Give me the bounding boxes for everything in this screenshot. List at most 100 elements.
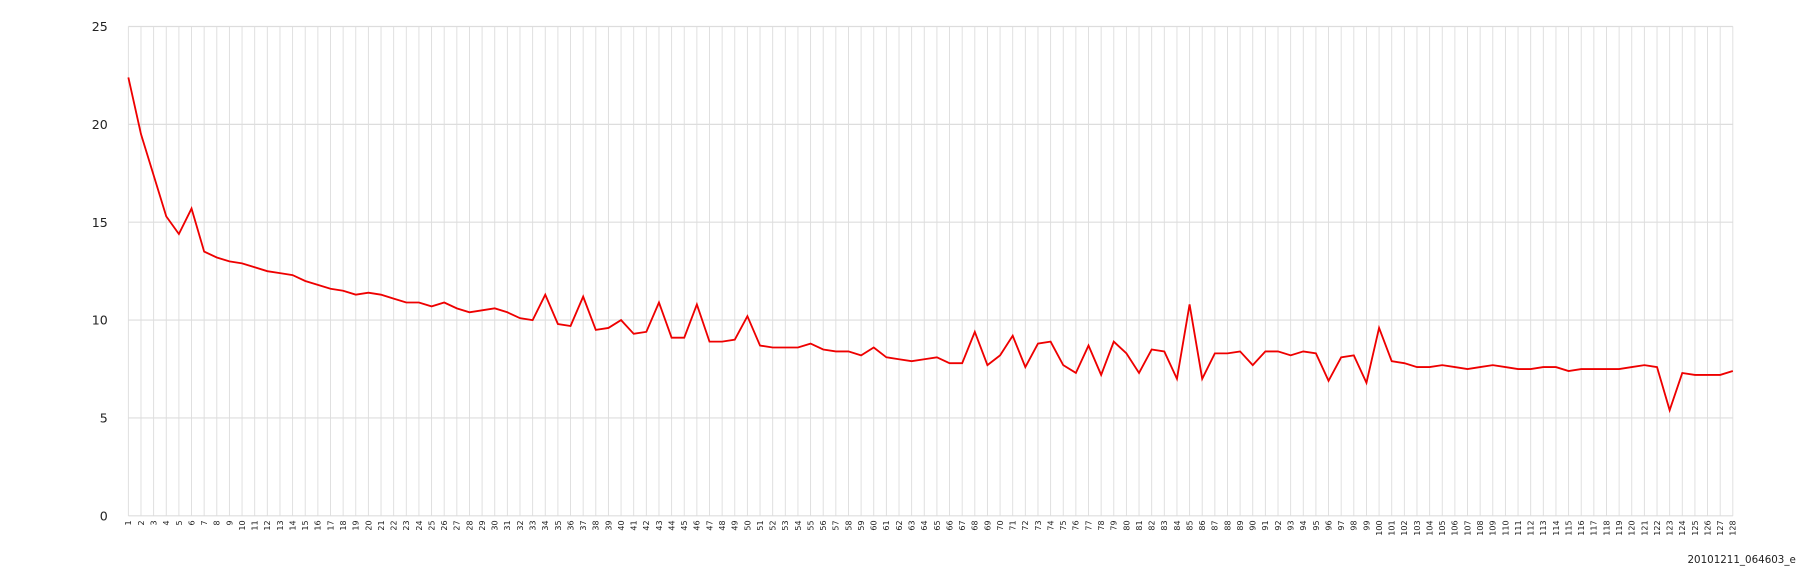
- x-tick-label: 71: [1009, 520, 1018, 530]
- x-tick-label: 26: [440, 520, 449, 530]
- x-tick-label: 34: [541, 520, 550, 530]
- x-tick-label: 28: [465, 520, 474, 530]
- x-tick-label: 3: [149, 520, 158, 525]
- x-tick-label: 32: [516, 520, 525, 530]
- x-tick-label: 116: [1577, 520, 1586, 535]
- x-tick-label: 75: [1059, 520, 1068, 530]
- x-tick-label: 114: [1552, 520, 1561, 535]
- x-tick-label: 50: [743, 520, 752, 530]
- y-tick-label: 15: [92, 215, 108, 230]
- y-tick-label: 0: [100, 508, 108, 523]
- x-tick-label: 91: [1261, 520, 1270, 530]
- x-tick-label: 127: [1716, 520, 1725, 535]
- x-tick-label: 63: [908, 520, 917, 530]
- x-tick-label: 124: [1678, 520, 1687, 535]
- x-tick-label: 102: [1400, 520, 1409, 535]
- y-tick-label: 5: [100, 411, 108, 426]
- x-tick-label: 92: [1274, 520, 1283, 530]
- x-tick-label: 77: [1084, 520, 1093, 530]
- x-tick-label: 19: [352, 520, 361, 530]
- x-tick-label: 67: [958, 520, 967, 530]
- x-tick-label: 62: [895, 520, 904, 530]
- x-tick-label: 82: [1148, 520, 1157, 530]
- x-tick-label: 10: [238, 520, 247, 530]
- x-tick-label: 37: [579, 520, 588, 530]
- x-tick-label: 96: [1324, 520, 1333, 530]
- x-tick-label: 97: [1337, 520, 1346, 530]
- x-tick-label: 46: [693, 520, 702, 530]
- x-tick-label: 33: [528, 520, 537, 530]
- x-tick-label: 117: [1590, 520, 1599, 535]
- x-tick-label: 125: [1691, 520, 1700, 535]
- x-tick-label: 49: [731, 520, 740, 530]
- x-tick-label: 45: [680, 520, 689, 530]
- x-tick-label: 6: [187, 520, 196, 525]
- x-tick-label: 40: [617, 520, 626, 530]
- x-tick-label: 89: [1236, 520, 1245, 530]
- x-tick-label: 58: [844, 520, 853, 530]
- x-tick-label: 86: [1198, 520, 1207, 530]
- x-tick-label: 84: [1173, 520, 1182, 530]
- x-tick-label: 88: [1223, 520, 1232, 530]
- x-tick-label: 48: [718, 520, 727, 530]
- x-tick-label: 14: [288, 520, 297, 530]
- x-tick-label: 107: [1463, 520, 1472, 535]
- x-tick-label: 9: [225, 520, 234, 525]
- x-tick-label: 128: [1729, 520, 1738, 535]
- x-tick-label: 94: [1299, 520, 1308, 530]
- x-tick-label: 79: [1110, 520, 1119, 530]
- x-tick-label: 1: [124, 520, 133, 525]
- x-tick-label: 27: [453, 520, 462, 530]
- x-tick-label: 69: [983, 520, 992, 530]
- x-tick-label: 98: [1350, 520, 1359, 530]
- x-tick-label: 90: [1249, 520, 1258, 530]
- x-tick-label: 4: [162, 520, 171, 525]
- x-tick-label: 57: [832, 520, 841, 530]
- x-tick-label: 85: [1185, 520, 1194, 530]
- x-tick-label: 59: [857, 520, 866, 530]
- x-tick-label: 51: [756, 520, 765, 530]
- x-tick-label: 25: [427, 520, 436, 530]
- x-tick-label: 2: [137, 520, 146, 525]
- x-tick-label: 43: [655, 520, 664, 530]
- x-tick-label: 47: [705, 520, 714, 530]
- x-tick-label: 64: [920, 520, 929, 530]
- x-tick-label: 24: [415, 520, 424, 530]
- x-tick-label: 123: [1666, 520, 1675, 535]
- x-tick-label: 93: [1287, 520, 1296, 530]
- x-tick-label: 55: [806, 520, 815, 530]
- x-tick-label: 39: [604, 520, 613, 530]
- x-tick-label: 122: [1653, 520, 1662, 535]
- x-tick-label: 109: [1489, 520, 1498, 535]
- annotation: 20101211_064603_e: [1687, 554, 1795, 566]
- x-tick-label: 21: [377, 520, 386, 530]
- y-tick-label: 20: [92, 117, 108, 132]
- x-tick-label: 42: [642, 520, 651, 530]
- x-tick-label: 111: [1514, 520, 1523, 535]
- x-tick-label: 105: [1438, 520, 1447, 535]
- x-tick-label: 52: [769, 520, 778, 530]
- x-tick-label: 76: [1072, 520, 1081, 530]
- x-tick-label: 16: [314, 520, 323, 530]
- x-tick-label: 70: [996, 520, 1005, 530]
- x-tick-label: 78: [1097, 520, 1106, 530]
- x-tick-label: 13: [276, 520, 285, 530]
- x-tick-label: 121: [1640, 520, 1649, 535]
- x-tick-label: 60: [870, 520, 879, 530]
- x-tick-label: 41: [630, 520, 639, 530]
- x-tick-label: 53: [781, 520, 790, 530]
- y-tick-label: 10: [92, 313, 108, 328]
- x-tick-label: 87: [1211, 520, 1220, 530]
- x-tick-label: 5: [175, 520, 184, 525]
- x-tick-label: 118: [1602, 520, 1611, 535]
- x-tick-label: 103: [1413, 520, 1422, 535]
- x-tick-label: 35: [554, 520, 563, 530]
- y-tick-label: 25: [92, 19, 108, 34]
- x-tick-label: 72: [1021, 520, 1030, 530]
- x-tick-label: 54: [794, 520, 803, 530]
- x-tick-label: 95: [1312, 520, 1321, 530]
- x-tick-label: 7: [200, 520, 209, 525]
- x-tick-label: 38: [592, 520, 601, 530]
- x-tick-label: 66: [945, 520, 954, 530]
